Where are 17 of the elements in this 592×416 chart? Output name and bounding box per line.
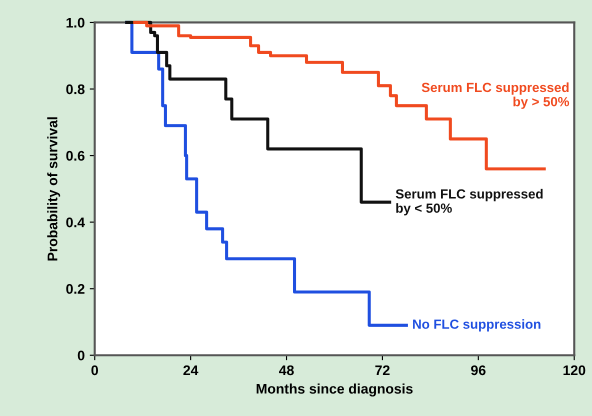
x-axis-title: Months since diagnosis (256, 383, 413, 396)
y-tick-label: 0.4 (66, 217, 85, 228)
series-label: Serum FLC suppressed by > 50% (422, 82, 570, 109)
series-label: No FLC suppression (413, 319, 540, 332)
x-tick-label: 120 (564, 365, 586, 376)
y-axis-title: Probability of survival (47, 117, 60, 260)
series-label: Serum FLC suppressed by < 50% (396, 188, 543, 216)
x-tick-label: 24 (183, 365, 198, 376)
x-tick-label: 96 (471, 365, 486, 376)
x-tick-label: 0 (91, 365, 98, 376)
y-tick-label: 0.8 (66, 84, 85, 94)
y-tick-label: 0 (78, 350, 84, 360)
x-tick-label: 48 (279, 365, 294, 376)
y-tick-label: 0.2 (66, 284, 84, 294)
x-tick-label: 72 (375, 365, 390, 376)
y-tick-label: 1.0 (66, 18, 84, 28)
y-tick-label: 0.6 (66, 150, 84, 161)
